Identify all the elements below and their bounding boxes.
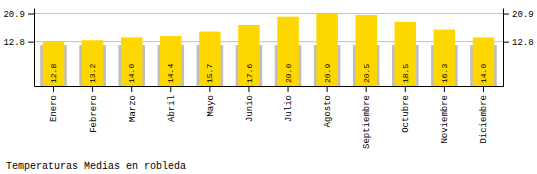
tick-label: Septiembre: [362, 95, 372, 149]
tick-mark: [483, 86, 484, 92]
data-label: 17.6: [245, 64, 254, 83]
grid-line: [34, 13, 503, 14]
grid: [34, 14, 503, 42]
bar: [121, 37, 142, 86]
bar: [277, 17, 298, 86]
tick-mark: [170, 86, 171, 92]
bar: [199, 32, 220, 86]
tick-mark: [366, 86, 367, 92]
tick-mark: [503, 14, 509, 15]
x-axis: Enero Febrero Marzo Abril Mayo Junio Julio Agos…: [35, 86, 504, 149]
data-label: 20.9: [323, 64, 332, 83]
data-label: 16.3: [440, 64, 449, 83]
tick-label: Enero: [49, 95, 59, 122]
tick-label: Febrero: [89, 95, 99, 133]
tick-mark: [209, 86, 210, 92]
y-axis: 12.8 20.9: [3, 9, 34, 87]
tick-mark: [248, 86, 249, 92]
tick: Enero: [49, 86, 59, 122]
x-axis-line: [35, 86, 504, 87]
tick: Mayo: [206, 86, 216, 117]
tick-mark: [28, 14, 34, 15]
bar: [238, 25, 259, 86]
data-label: 18.5: [401, 64, 410, 83]
tick-label: 20.9: [3, 10, 25, 20]
tick-mark: [444, 86, 445, 92]
tick: Junio: [245, 86, 255, 122]
tick-label: Noviembre: [440, 95, 450, 144]
tick-label: Julio: [284, 95, 294, 122]
tick-mark: [53, 86, 54, 92]
tick-label: 12.8: [3, 38, 25, 48]
bar: [473, 37, 494, 86]
data-label: 20.5: [362, 64, 371, 83]
tick-label: 20.9: [512, 10, 534, 20]
tick: Diciembre: [479, 86, 489, 144]
tick-mark: [28, 42, 34, 43]
data-label: 20.0: [284, 64, 293, 83]
tick-mark: [92, 86, 93, 92]
tick-label: Diciembre: [479, 95, 489, 144]
tick-label: Marzo: [128, 95, 138, 122]
data-label: 14.0: [479, 64, 488, 83]
tick-label: Octubre: [401, 95, 411, 133]
plot: 12.8 20.9 12.8 20.9 Enero Febrero Marzo Abril Ma…: [3, 9, 533, 150]
bar-series: [43, 14, 494, 86]
tick-mark: [131, 86, 132, 92]
tick: Septiembre: [362, 86, 372, 149]
bar: [395, 22, 416, 86]
data-label: 14.4: [166, 64, 175, 83]
tick-label: Agosto: [323, 95, 333, 127]
y-axis-right-line: [503, 9, 504, 87]
tick: 20.9: [3, 10, 34, 20]
bar: [434, 29, 455, 86]
marks: [40, 14, 496, 86]
bar: [82, 40, 103, 86]
data-labels: 12.8 13.2 14.0 14.4 15.7 17.6 20.0 20.9 20.5 18.5…: [49, 64, 488, 83]
tick-mark: [503, 42, 509, 43]
bar: [316, 14, 337, 86]
data-label: 14.0: [127, 64, 136, 83]
tick-mark: [405, 86, 406, 92]
bar: [43, 42, 64, 86]
tick: Noviembre: [440, 86, 450, 144]
data-label: 12.8: [49, 64, 58, 83]
tick: 12.8: [3, 38, 34, 48]
bar: [160, 36, 181, 86]
tick: 20.9: [503, 10, 534, 20]
tick-mark: [288, 86, 289, 92]
tick-label: Mayo: [206, 95, 216, 117]
chart: 12.8 20.9 12.8 20.9 Enero Febrero Marzo Abril Ma…: [0, 0, 537, 174]
bar: [355, 15, 376, 86]
tick-label: Abril: [167, 95, 177, 122]
y-axis-line: [34, 9, 35, 87]
tick: 12.8: [503, 38, 534, 48]
bar-series: [40, 45, 496, 86]
tick-label: Junio: [245, 95, 255, 122]
grid-line: [34, 41, 503, 42]
tick: Agosto: [323, 86, 333, 127]
tick-mark: [327, 86, 328, 92]
title: Temperaturas Medias en robleda: [6, 161, 186, 172]
tick: Abril: [167, 86, 177, 122]
tick: Julio: [284, 86, 294, 122]
data-label: 13.2: [88, 64, 97, 83]
tick: Octubre: [401, 86, 411, 133]
tick: Marzo: [128, 86, 138, 122]
y-axis-right: 12.8 20.9: [503, 9, 534, 87]
data-label: 15.7: [205, 64, 214, 83]
tick-label: 12.8: [512, 38, 534, 48]
tick: Febrero: [89, 86, 99, 133]
